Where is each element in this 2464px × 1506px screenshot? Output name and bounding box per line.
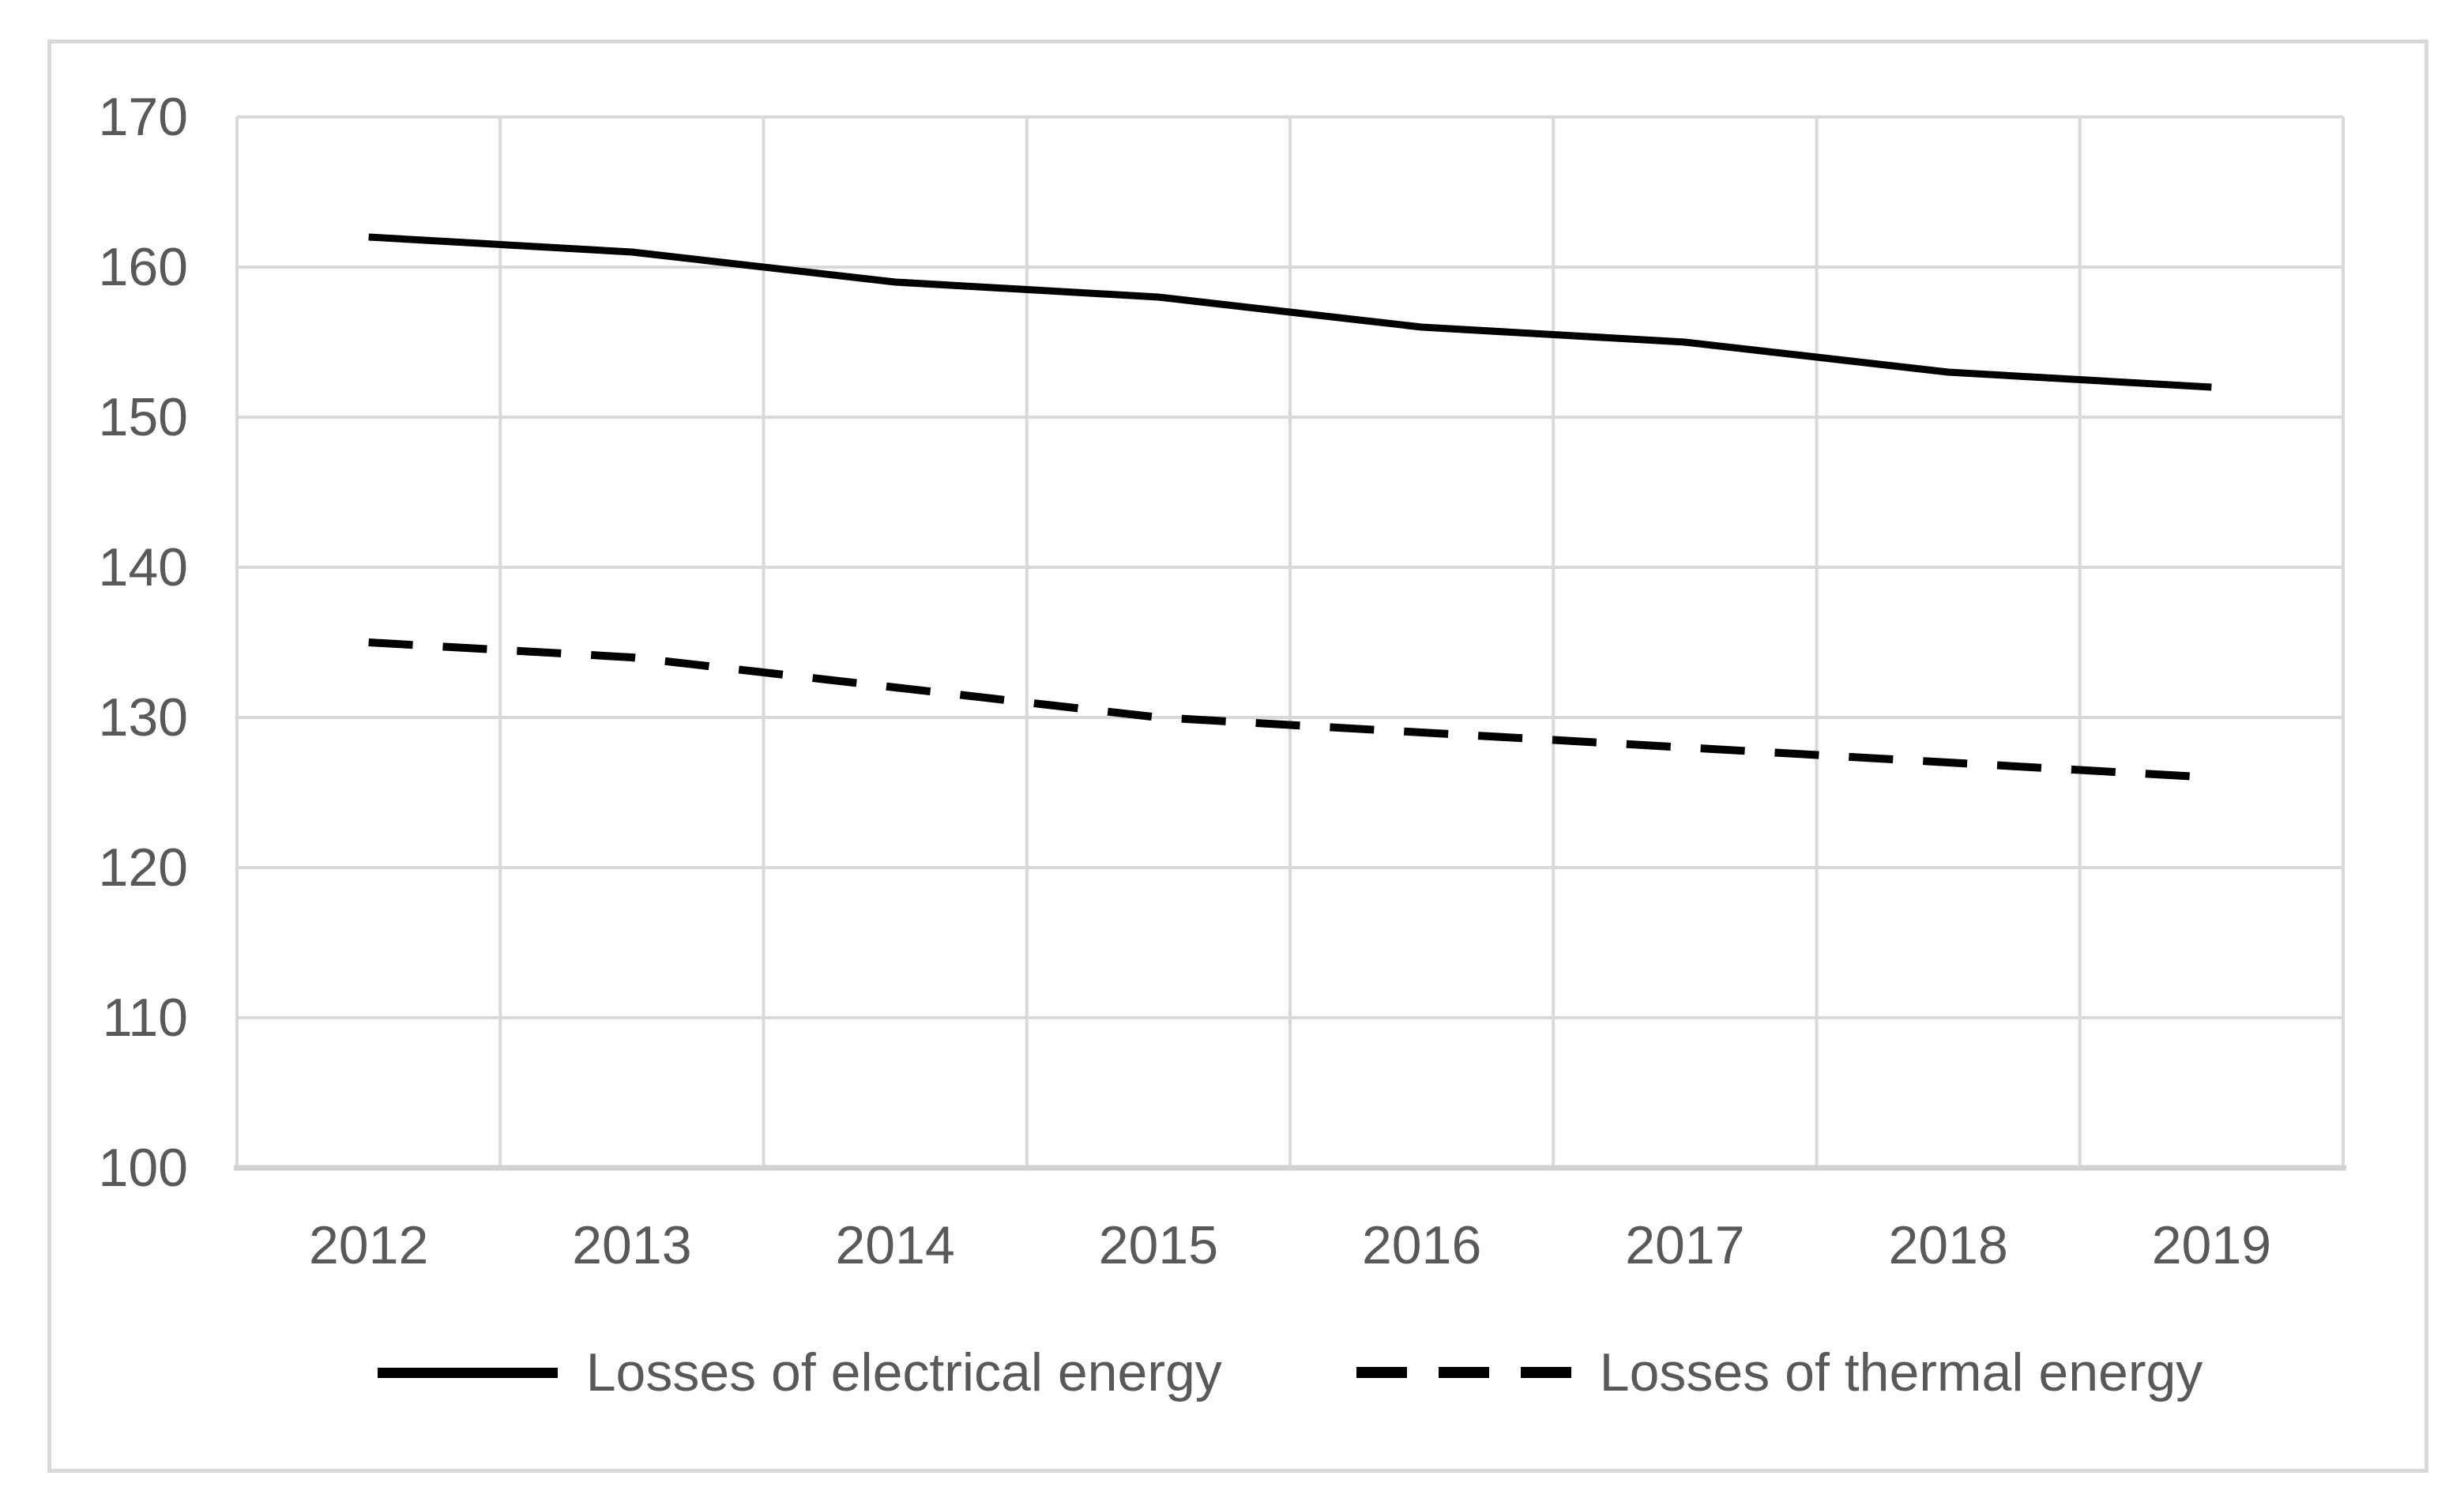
y-axis-tick-label: 160 xyxy=(99,237,188,297)
legend-item-thermal: Losses of thermal energy xyxy=(1356,1346,2203,1399)
y-axis-tick-label: 170 xyxy=(99,87,188,147)
x-axis-tick-label: 2013 xyxy=(572,1215,691,1275)
x-axis-tick-label: 2014 xyxy=(835,1215,954,1275)
x-axis-tick-label: 2018 xyxy=(1888,1215,2007,1275)
x-axis-tick-label: 2017 xyxy=(1625,1215,1744,1275)
x-axis-tick-label: 2016 xyxy=(1362,1215,1481,1275)
solid-line-swatch xyxy=(377,1367,558,1378)
y-axis-tick-label: 140 xyxy=(99,537,188,597)
electrical-energy-series-line xyxy=(368,233,2212,391)
y-axis-tick-label: 100 xyxy=(99,1138,188,1198)
legend-label-thermal: Losses of thermal energy xyxy=(1599,1342,2203,1402)
x-axis-tick-label: 2015 xyxy=(1099,1215,1218,1275)
chart-legend: Losses of electrical energy Losses of th… xyxy=(237,1321,2343,1424)
dashed-line-swatch xyxy=(1356,1367,1571,1378)
thermal-energy-series-line xyxy=(368,638,2212,781)
y-axis-tick-label: 150 xyxy=(99,387,188,447)
x-axis-tick-label: 2012 xyxy=(309,1215,428,1275)
y-axis-tick-label: 130 xyxy=(99,687,188,747)
y-axis-tick-label: 110 xyxy=(103,988,188,1048)
y-axis-tick-label: 120 xyxy=(99,838,188,898)
x-axis-tick-label: 2019 xyxy=(2152,1215,2271,1275)
chart-frame xyxy=(47,40,2428,1473)
legend-item-electrical: Losses of electrical energy xyxy=(377,1342,1222,1402)
legend-label-electrical: Losses of electrical energy xyxy=(585,1342,1222,1402)
